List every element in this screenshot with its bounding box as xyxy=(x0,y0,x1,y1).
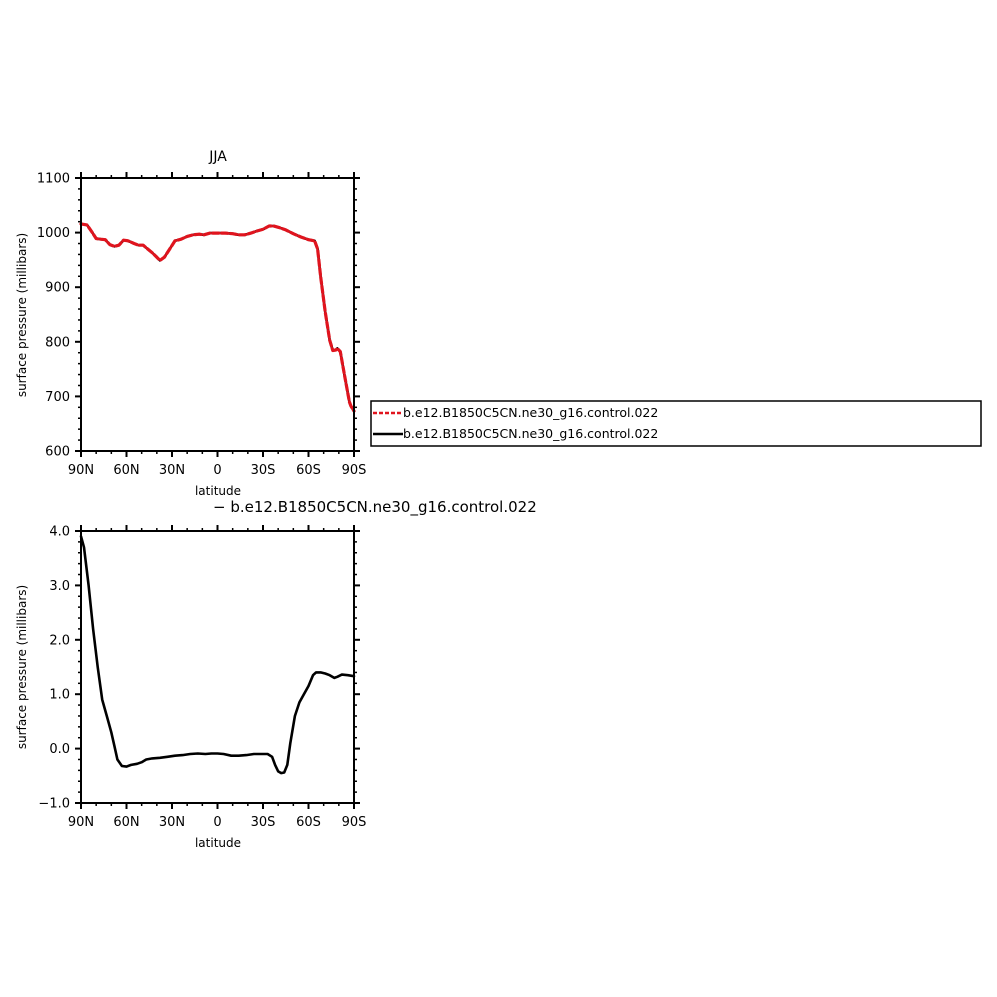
legend-entry-2: b.e12.B1850C5CN.ne30_g16.control.022 xyxy=(403,426,658,441)
legend: b.e12.B1850C5CN.ne30_g16.control.022 b.e… xyxy=(370,400,982,447)
top-y-tick-label: 700 xyxy=(45,390,70,405)
legend-box xyxy=(370,400,982,447)
top-x-tick-label: 0 xyxy=(213,463,221,478)
top-y-axis-label: surface pressure (millibars) xyxy=(15,233,29,397)
bottom-y-axis-label: surface pressure (millibars) xyxy=(15,585,29,749)
top-x-tick-label: 60N xyxy=(113,463,139,478)
bottom-x-tick-label: 90S xyxy=(342,815,367,830)
bottom-x-tick-label: 0 xyxy=(213,815,221,830)
bottom-plot-frame xyxy=(80,530,355,804)
bottom-x-tick-label: 60N xyxy=(113,815,139,830)
top-x-tick-label: 30S xyxy=(251,463,276,478)
legend-entry-1: b.e12.B1850C5CN.ne30_g16.control.022 xyxy=(403,405,658,420)
bottom-y-tick-label: 4.0 xyxy=(49,525,70,540)
top-y-tick-label: 1000 xyxy=(37,226,70,241)
top-panel: JJA 90N 60N 30N 0 30S 60S 90S 1100 1000 900 800 700… xyxy=(15,149,366,498)
bottom-x-tick-label: 30N xyxy=(159,815,185,830)
bottom-y-tick-label: 0.0 xyxy=(49,742,70,757)
top-chart-title: JJA xyxy=(208,149,227,165)
bottom-x-axis-label: latitude xyxy=(195,836,241,850)
bottom-panel: − b.e12.B1850C5CN.ne30_g16.control.022 9… xyxy=(15,498,537,850)
bottom-y-tick-label: 1.0 xyxy=(49,688,70,703)
bottom-y-tick-label: −1.0 xyxy=(38,797,70,812)
top-y-tick-label: 900 xyxy=(45,281,70,296)
top-x-tick-label: 30N xyxy=(159,463,185,478)
difference-label: − b.e12.B1850C5CN.ne30_g16.control.022 xyxy=(213,498,537,517)
top-x-tick-label: 90N xyxy=(68,463,94,478)
bottom-ticks-layer: 90N 60N 30N 0 30S 60S 90S 4.0 3.0 2.0 1.0 0.0 −1.0 xyxy=(38,525,366,831)
top-x-tick-label: 90S xyxy=(342,463,367,478)
top-y-tick-label: 600 xyxy=(45,445,70,460)
top-series-line-2 xyxy=(79,222,356,413)
bottom-x-tick-label: 30S xyxy=(251,815,276,830)
bottom-x-tick-label: 60S xyxy=(296,815,321,830)
bottom-series-layer xyxy=(79,535,356,775)
top-series-layer xyxy=(79,222,356,413)
top-x-axis-label: latitude xyxy=(195,484,241,498)
top-y-tick-label: 1100 xyxy=(37,172,70,187)
top-plot-frame xyxy=(80,177,355,452)
top-ticks-layer: 90N 60N 30N 0 30S 60S 90S 1100 1000 900 800 700 600 xyxy=(37,172,366,479)
bottom-y-tick-label: 3.0 xyxy=(49,579,70,594)
bottom-y-tick-label: 2.0 xyxy=(49,633,70,648)
top-y-tick-label: 800 xyxy=(45,335,70,350)
top-x-tick-label: 60S xyxy=(296,463,321,478)
bottom-series-line-1 xyxy=(79,535,356,775)
top-series-line-1 xyxy=(79,222,356,413)
bottom-x-tick-label: 90N xyxy=(68,815,94,830)
